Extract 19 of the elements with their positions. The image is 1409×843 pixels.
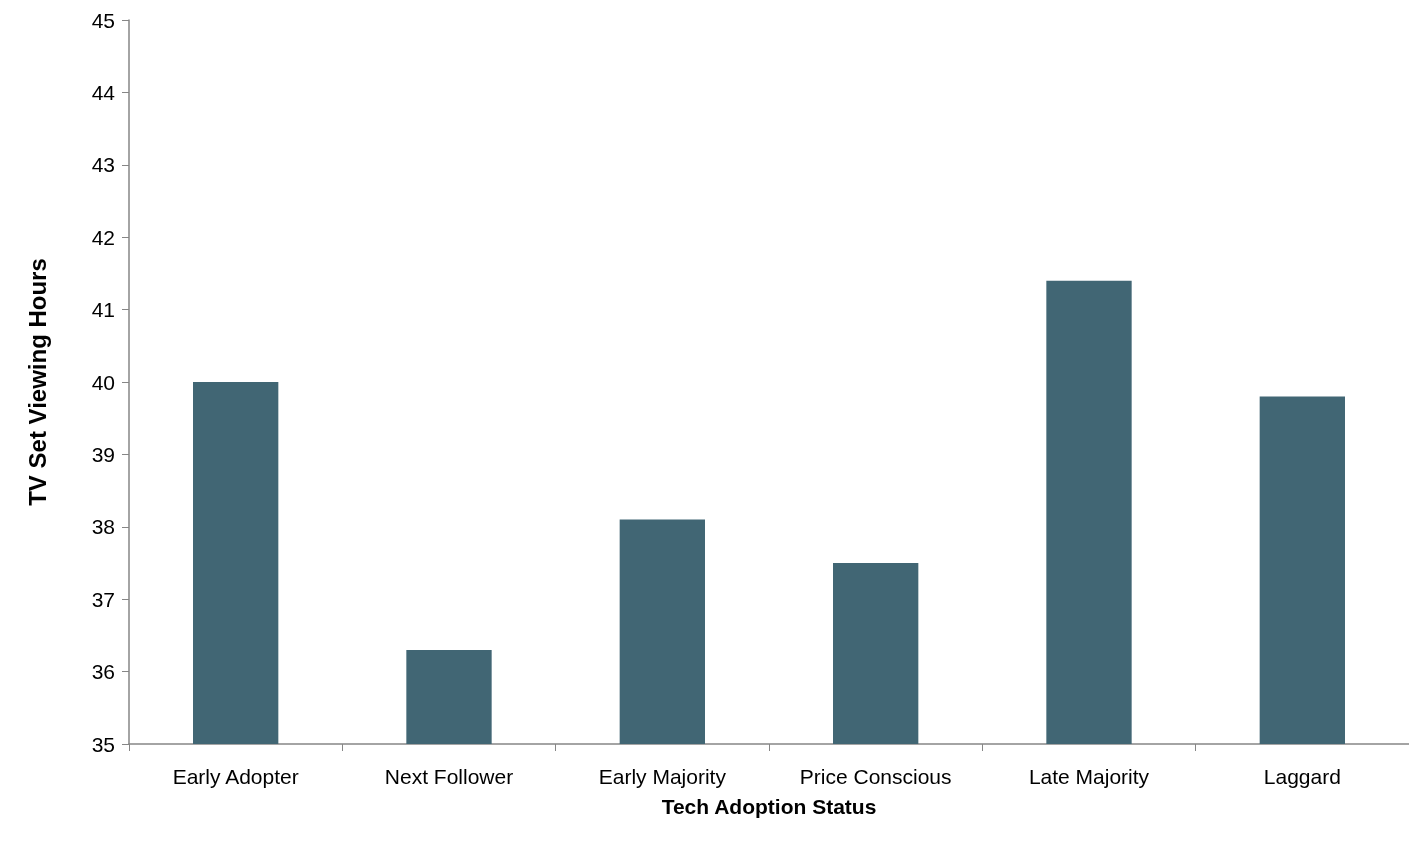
x-axis-title: Tech Adoption Status xyxy=(661,795,877,818)
y-tick-label: 36 xyxy=(91,660,115,684)
y-tick-label: 37 xyxy=(91,587,115,611)
x-tick-label: Laggard xyxy=(1263,765,1341,788)
x-tick-label: Price Conscious xyxy=(799,765,952,788)
y-tick-label: 38 xyxy=(91,515,115,539)
y-tick-label: 39 xyxy=(91,442,115,466)
y-tick-label: 43 xyxy=(91,153,115,177)
x-tick-label: Early Adopter xyxy=(172,765,299,788)
y-tick-label: 42 xyxy=(91,225,115,249)
x-tick-label: Early Majority xyxy=(598,765,727,788)
y-tick-label: 45 xyxy=(91,8,115,32)
x-tick-label: Late Majority xyxy=(1028,765,1150,788)
y-tick-label: 35 xyxy=(91,732,115,756)
y-tick-label: 40 xyxy=(91,370,115,394)
x-tick-label: Next Follower xyxy=(384,765,514,788)
y-tick-label: 44 xyxy=(91,80,116,104)
y-tick-label: 41 xyxy=(91,298,115,322)
y-axis-title: TV Set Viewing Hours xyxy=(23,258,51,506)
